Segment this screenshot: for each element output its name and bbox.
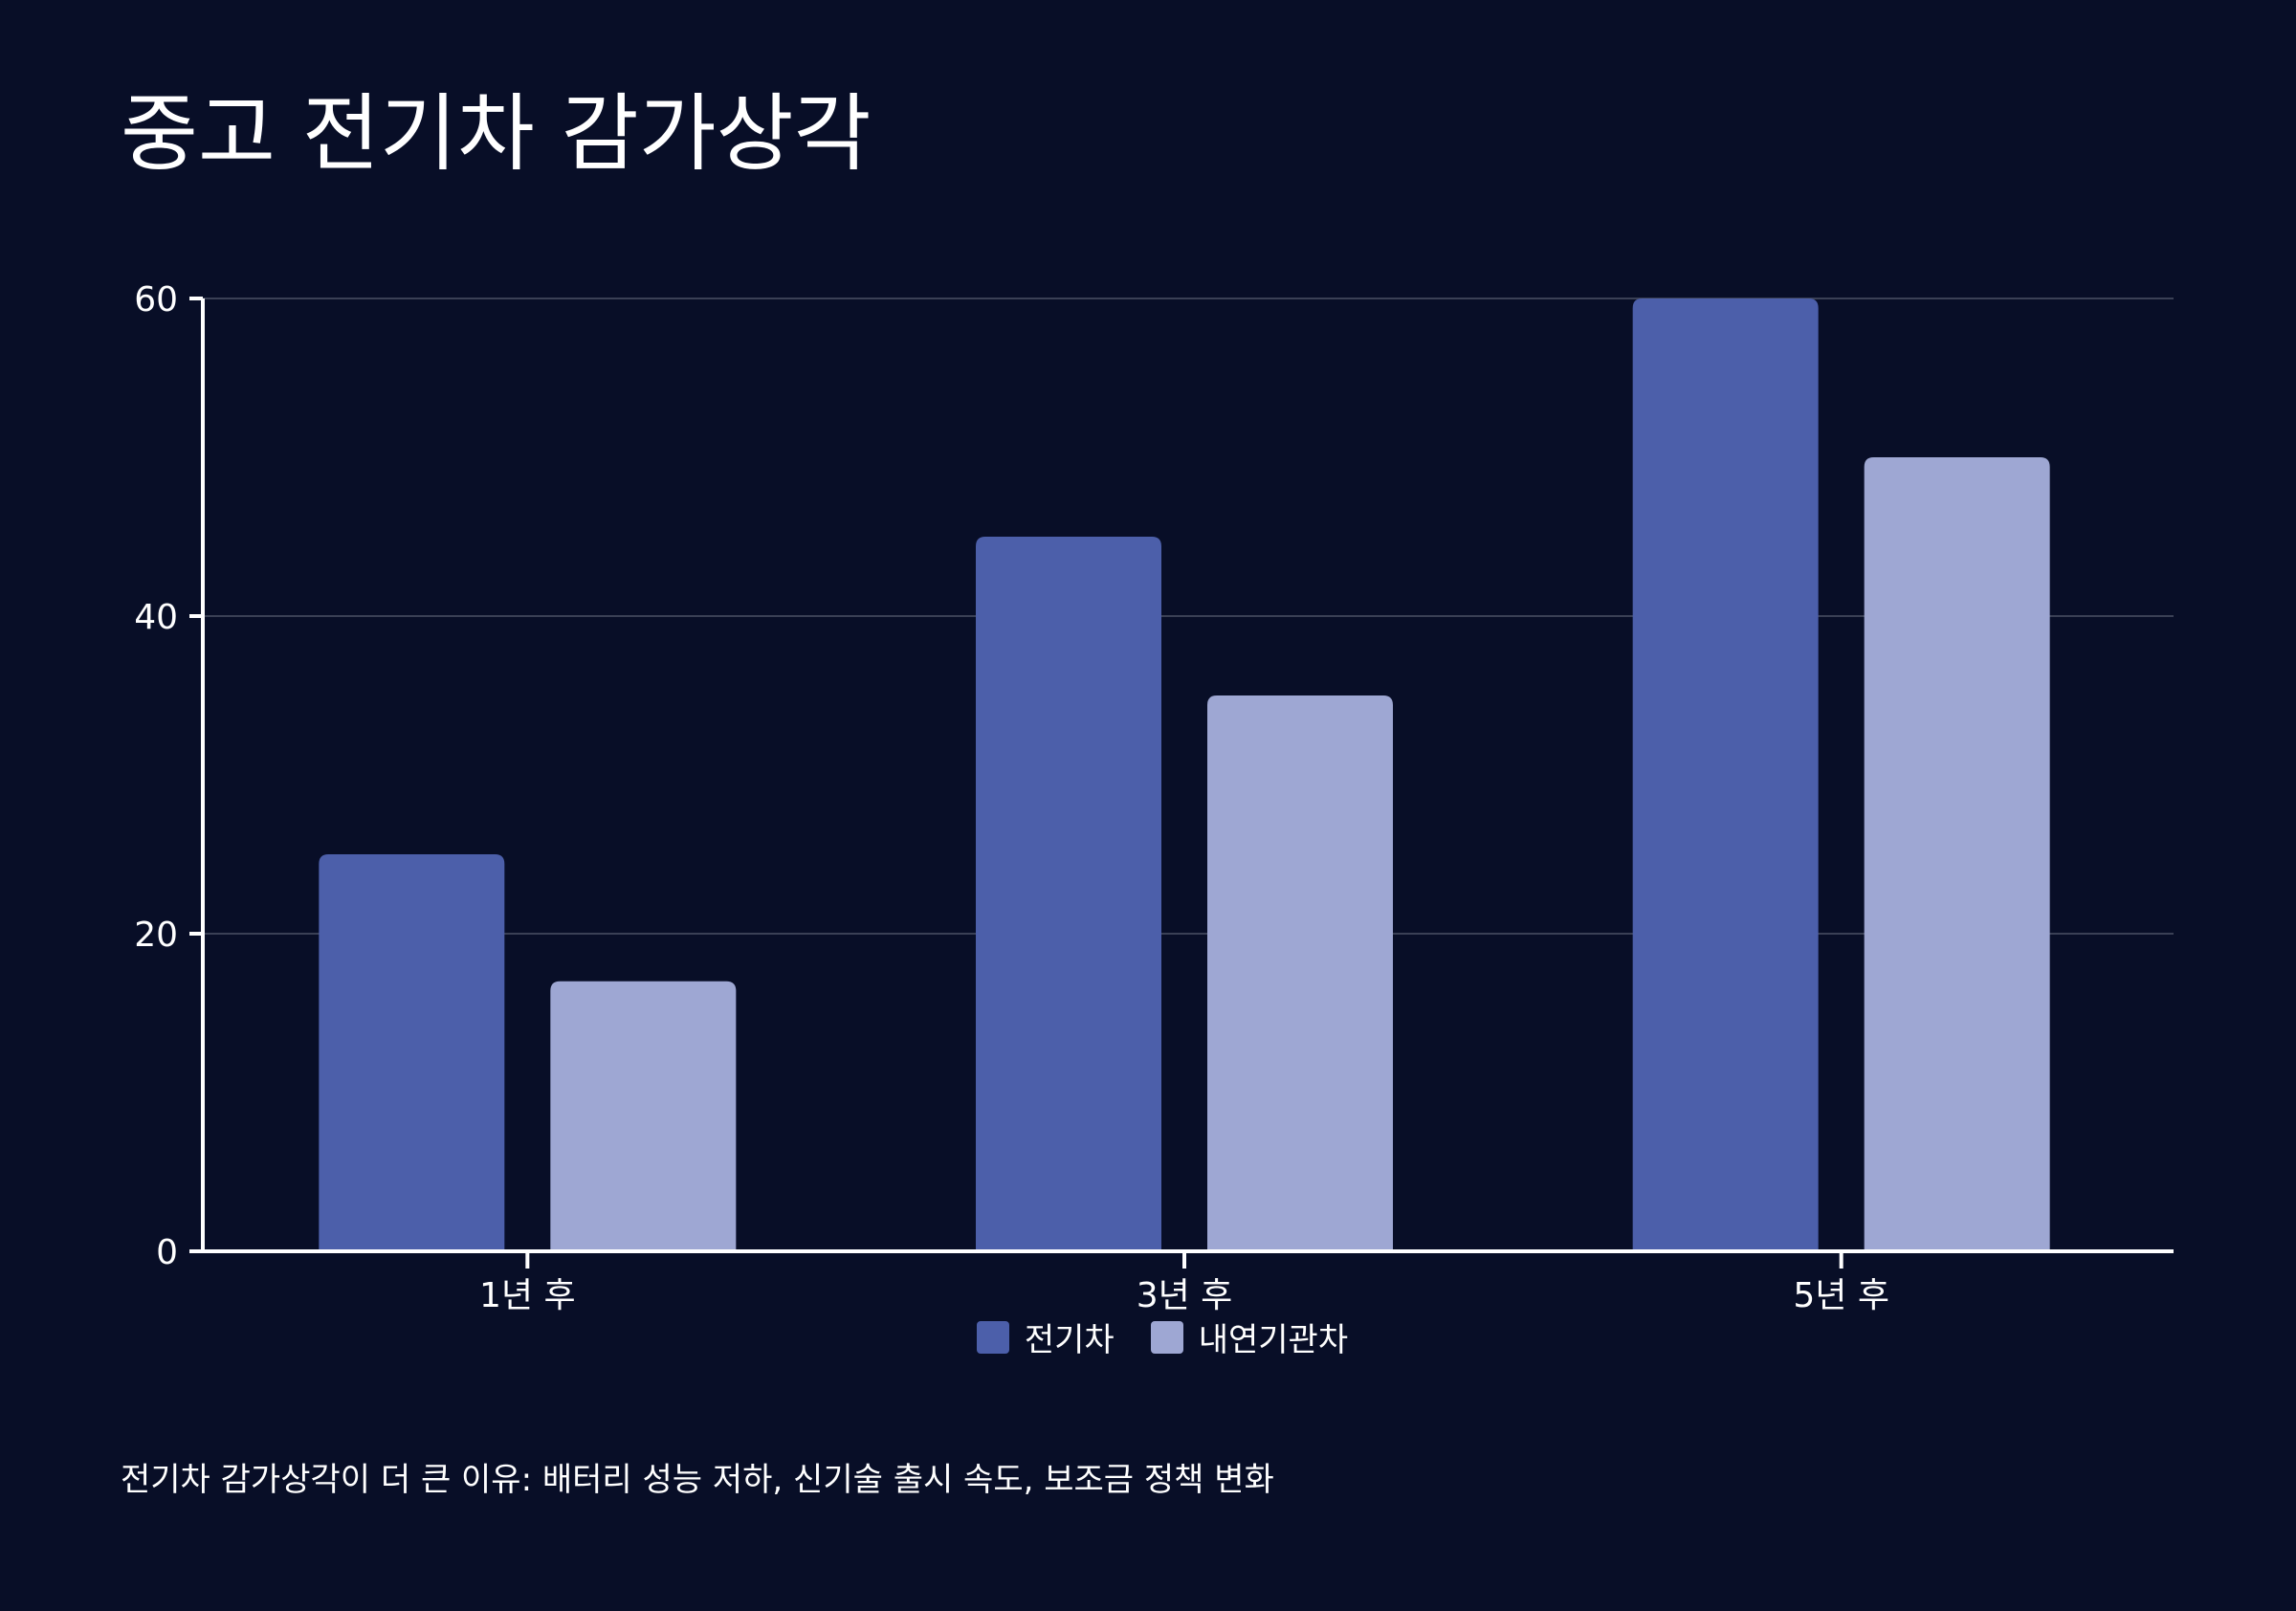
bars — [319, 298, 2050, 1251]
bar-ice-1[interactable] — [550, 981, 737, 1251]
grid-lines — [203, 298, 2174, 935]
x-tick-label-3: 5년 후 — [1793, 1276, 1889, 1315]
bar-ev-3[interactable] — [1632, 298, 1819, 1251]
bar-ev-2[interactable] — [976, 537, 1161, 1251]
y-tick-label-40: 40 — [134, 598, 178, 637]
legend-label-ice: 내연기관차 — [1198, 1321, 1349, 1359]
legend-item-ice[interactable]: 내연기관차 — [1150, 1313, 1349, 1360]
x-tick-label-2: 3년 후 — [1137, 1276, 1233, 1315]
bar-ice-2[interactable] — [1207, 695, 1393, 1251]
bar-ice-3[interactable] — [1864, 457, 2050, 1251]
legend-swatch-ev — [976, 1320, 1009, 1354]
chart-footnote: 전기차 감가상각이 더 큰 이유: 배터리 성능 저하, 신기술 출시 속도, … — [121, 1461, 1274, 1499]
legend: 전기차 내연기관차 — [0, 1313, 2296, 1360]
y-tick-label-0: 0 — [156, 1233, 178, 1272]
legend-label-ev: 전기차 — [1024, 1321, 1115, 1359]
y-tick-label-20: 20 — [134, 916, 178, 955]
chart-title: 중고 전기차 감가상각 — [121, 84, 872, 183]
legend-swatch-ice — [1150, 1320, 1183, 1354]
bar-ev-1[interactable] — [319, 854, 505, 1251]
axes: 0 20 40 60 1년 후 3년 후 5년 후 — [134, 280, 2174, 1315]
legend-item-ev[interactable]: 전기차 — [976, 1313, 1115, 1360]
x-tick-label-1: 1년 후 — [479, 1276, 576, 1315]
y-tick-label-60: 60 — [134, 280, 178, 320]
